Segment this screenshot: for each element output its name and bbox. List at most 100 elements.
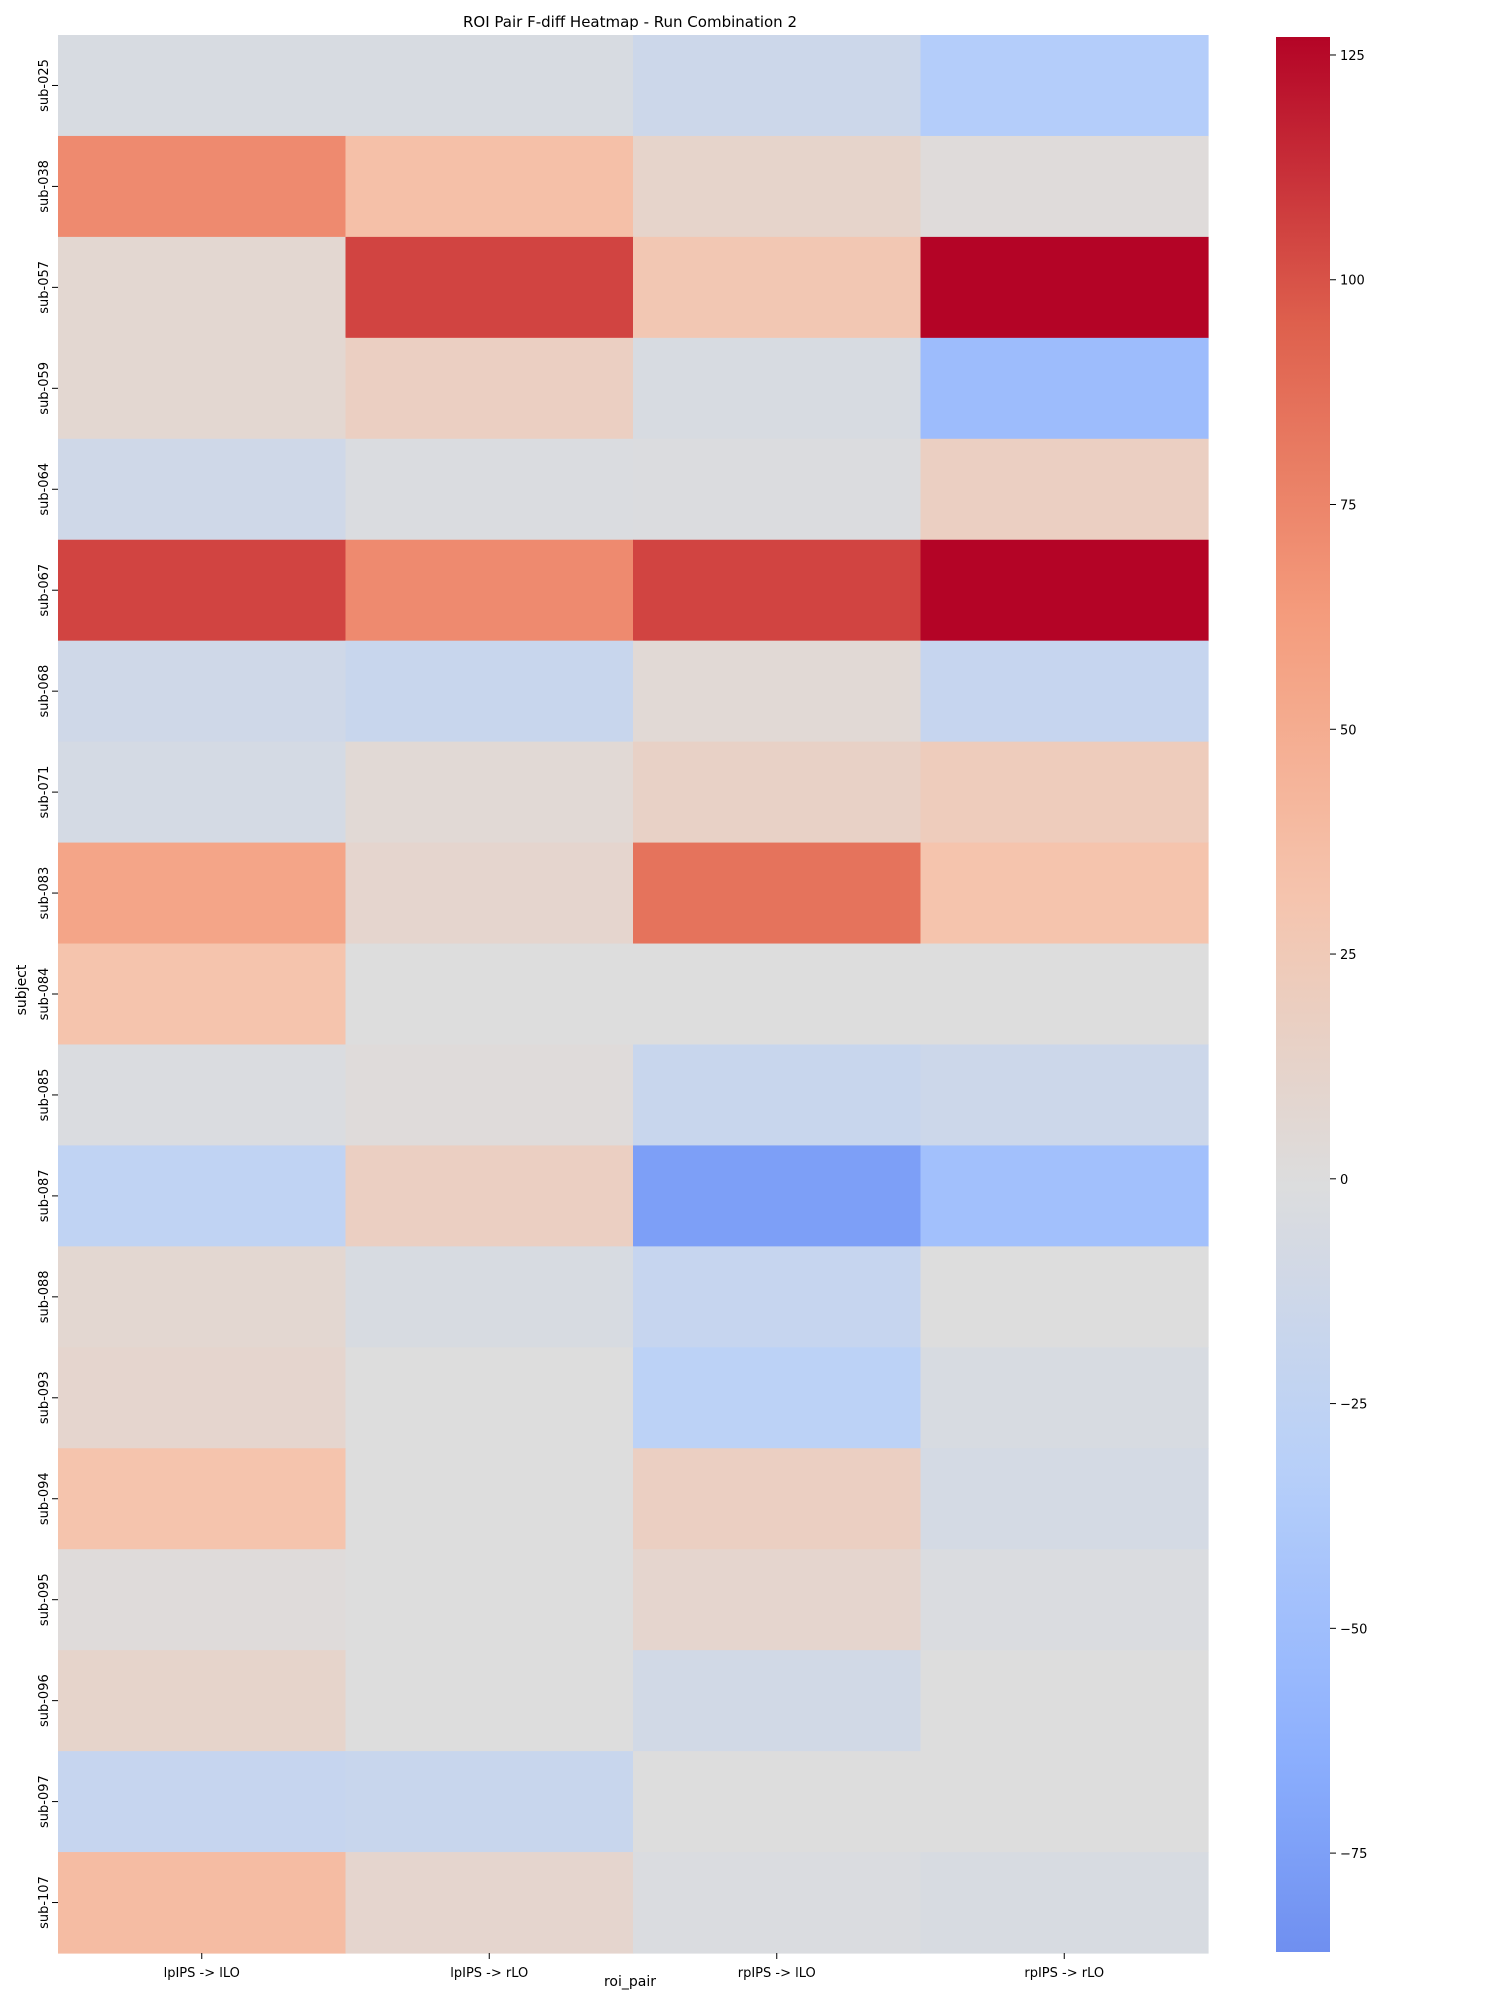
heatmap-cell — [345, 640, 634, 743]
heatmap-cell — [58, 35, 347, 137]
heatmap-cell — [633, 842, 922, 945]
x-tick-label: lpIPS -> lLO — [164, 1966, 240, 1981]
x-tick-label: rpIPS -> rLO — [1024, 1966, 1104, 1981]
heatmap-cell — [633, 135, 922, 238]
heatmap-cell — [920, 1852, 1209, 1954]
y-axis: sub-025 sub-038 sub-057 sub-059 sub-064 sub-0… — [37, 59, 58, 1929]
y-tick-label: sub-094 — [37, 1472, 52, 1525]
heatmap-cell — [920, 1448, 1209, 1550]
x-axis: lpIPS -> lLO lpIPS -> rLO rpIPS -> lLO rpIP… — [164, 1953, 1104, 1981]
heatmap-cell — [345, 1145, 634, 1247]
heatmap-cell — [345, 1044, 634, 1147]
heatmap-cell — [920, 35, 1209, 137]
heatmap-cell — [920, 1044, 1209, 1147]
heatmap-cell — [633, 1246, 922, 1348]
heatmap-cell — [58, 842, 347, 945]
heatmap-cell — [58, 1347, 347, 1449]
y-tick-label: sub-088 — [37, 1270, 52, 1323]
heatmap-cell — [58, 337, 347, 440]
heatmap-cell — [920, 135, 1209, 238]
colorbar-axis: −75 −50 −25 0 25 50 75 100 125 — [1330, 49, 1367, 1862]
colorbar — [1276, 37, 1330, 1952]
heatmap-cell — [58, 943, 347, 1046]
heatmap-cell — [58, 1145, 347, 1247]
heatmap-cell — [920, 943, 1209, 1046]
chart-title: ROI Pair F-diff Heatmap - Run Combinatio… — [463, 13, 797, 31]
heatmap-cell — [633, 1448, 922, 1550]
y-tick-label: sub-068 — [37, 665, 52, 718]
heatmap-cell — [345, 1448, 634, 1550]
colorbar-tick-label: 0 — [1340, 1173, 1348, 1188]
heatmap-cell — [345, 1751, 634, 1853]
heatmap-cell — [345, 337, 634, 440]
colorbar-tick-label: 125 — [1340, 49, 1365, 64]
y-tick-label: sub-083 — [37, 867, 52, 920]
heatmap-cell — [345, 1650, 634, 1752]
y-tick-label: sub-071 — [37, 766, 52, 819]
heatmap-cell — [633, 1549, 922, 1651]
colorbar-tick-label: −25 — [1340, 1398, 1367, 1413]
heatmap-cell — [345, 842, 634, 945]
y-axis-label: subject — [14, 964, 30, 1015]
heatmap-cell — [58, 1448, 347, 1550]
heatmap-cell — [633, 943, 922, 1046]
heatmap-cell — [920, 539, 1209, 642]
colorbar-tick-label: 25 — [1340, 948, 1357, 963]
heatmap-cell — [58, 1852, 347, 1954]
heatmap-cell — [345, 236, 634, 339]
heatmap-cell — [345, 943, 634, 1046]
heatmap-cell — [633, 741, 922, 844]
y-tick-label: sub-064 — [37, 463, 52, 516]
heatmap-cell — [58, 1549, 347, 1651]
heatmap-cell — [633, 337, 922, 440]
heatmap-cell — [345, 35, 634, 137]
colorbar-tick-label: 50 — [1340, 723, 1357, 738]
heatmap-cells — [58, 35, 1209, 1954]
heatmap-cell — [920, 236, 1209, 339]
heatmap-cell — [58, 741, 347, 844]
heatmap-cell — [58, 438, 347, 541]
y-tick-label: sub-107 — [37, 1876, 52, 1929]
heatmap-cell — [58, 1044, 347, 1147]
heatmap-cell — [920, 1549, 1209, 1651]
heatmap-cell — [633, 1650, 922, 1752]
heatmap-cell — [633, 236, 922, 339]
y-tick-label: sub-025 — [37, 59, 52, 112]
heatmap-cell — [345, 539, 634, 642]
x-axis-label: roi_pair — [604, 1974, 656, 1990]
heatmap-cell — [920, 1145, 1209, 1247]
y-tick-label: sub-087 — [37, 1170, 52, 1223]
heatmap-cell — [633, 438, 922, 541]
heatmap-cell — [58, 1246, 347, 1348]
colorbar-tick-label: 100 — [1340, 274, 1365, 289]
heatmap-cell — [633, 1852, 922, 1954]
colorbar-tick-label: −75 — [1340, 1847, 1367, 1862]
heatmap-cell — [920, 1347, 1209, 1449]
heatmap-cell — [345, 438, 634, 541]
heatmap-cell — [345, 1852, 634, 1954]
heatmap-cell — [58, 539, 347, 642]
y-tick-label: sub-084 — [37, 968, 52, 1021]
heatmap-cell — [633, 640, 922, 743]
heatmap-cell — [920, 1650, 1209, 1752]
heatmap-cell — [345, 135, 634, 238]
heatmap-cell — [920, 842, 1209, 945]
heatmap-cell — [633, 1044, 922, 1147]
heatmap-cell — [58, 640, 347, 743]
heatmap-cell — [345, 1549, 634, 1651]
y-tick-label: sub-097 — [37, 1775, 52, 1828]
heatmap-cell — [920, 640, 1209, 743]
x-tick-label: lpIPS -> rLO — [450, 1966, 528, 1981]
y-tick-label: sub-096 — [37, 1674, 52, 1727]
y-tick-label: sub-067 — [37, 564, 52, 617]
y-tick-label: sub-095 — [37, 1573, 52, 1626]
heatmap-cell — [345, 1246, 634, 1348]
heatmap-cell — [58, 1650, 347, 1752]
heatmap-cell — [633, 1751, 922, 1853]
y-tick-label: sub-093 — [37, 1371, 52, 1424]
heatmap-cell — [58, 236, 347, 339]
y-tick-label: sub-057 — [37, 261, 52, 314]
y-tick-label: sub-085 — [37, 1069, 52, 1122]
x-tick-label: rpIPS -> lLO — [738, 1966, 816, 1981]
